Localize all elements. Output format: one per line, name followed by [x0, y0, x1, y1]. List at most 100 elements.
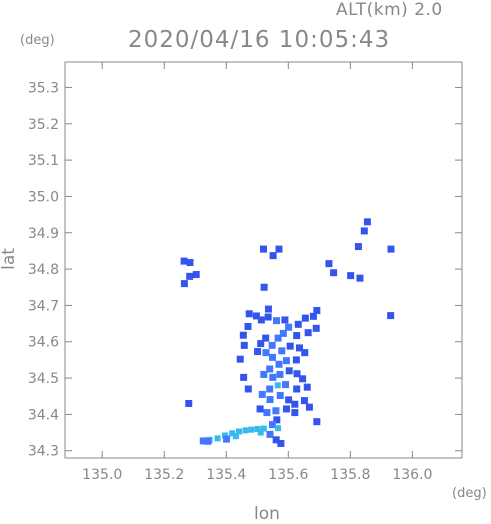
echo-point	[300, 397, 308, 405]
echo-point	[257, 429, 264, 436]
echo-point	[180, 257, 188, 265]
echo-point	[266, 365, 274, 373]
echo-point	[294, 320, 302, 328]
echo-point	[262, 349, 270, 357]
echo-point	[266, 430, 274, 438]
echo-point	[285, 396, 293, 404]
echo-point	[214, 435, 221, 442]
echo-point	[266, 385, 274, 393]
altitude-label: ALT(km) 2.0	[336, 0, 443, 20]
echo-point	[268, 353, 276, 361]
axis-ticks: 135.0 135.2 135.4 135.6 135.8 136.0 34.3 34.4 34…	[28, 62, 462, 483]
echo-point	[266, 396, 274, 404]
echo-point	[291, 409, 299, 417]
y-tick-label: 35.2	[28, 117, 59, 133]
echo-point	[309, 312, 317, 320]
echo-point	[285, 367, 293, 375]
echo-point	[192, 271, 200, 279]
echo-point	[282, 357, 290, 365]
echo-point	[303, 383, 311, 391]
echo-point	[232, 433, 239, 440]
y-tick-label: 34.4	[28, 407, 59, 423]
y-tick-label: 34.3	[28, 444, 59, 460]
x-unit-label: (deg)	[452, 486, 487, 501]
echo-point	[268, 341, 276, 349]
x-tick-label: 135.8	[330, 467, 370, 483]
echo-point	[278, 347, 286, 355]
echo-point	[260, 370, 268, 378]
echo-point	[276, 392, 284, 400]
echo-point	[301, 314, 309, 322]
echo-point	[273, 317, 281, 325]
echo-point	[240, 341, 248, 349]
y-tick-label: 34.6	[28, 335, 59, 351]
y-tick-label: 34.5	[28, 371, 59, 387]
echo-point	[223, 435, 231, 443]
echo-point	[186, 259, 194, 267]
echo-point	[325, 260, 333, 268]
y-tick-label: 34.7	[28, 298, 59, 314]
y-unit-label: (deg)	[20, 33, 55, 48]
echo-point	[269, 373, 277, 381]
echo-point	[291, 400, 299, 408]
echo-point	[256, 405, 264, 413]
y-tick-label: 35.0	[28, 189, 59, 205]
echo-point	[330, 269, 338, 277]
echo-point	[387, 245, 395, 253]
echo-point	[258, 390, 266, 398]
echo-point	[229, 430, 236, 437]
echo-point	[252, 312, 260, 320]
y-tick-label: 35.3	[28, 80, 59, 96]
echo-point	[242, 427, 249, 434]
echo-point	[263, 409, 271, 417]
x-tick-label: 135.4	[206, 467, 246, 483]
echo-point	[277, 439, 285, 447]
echo-point	[272, 407, 280, 415]
echo-point	[262, 334, 270, 342]
echo-point	[301, 349, 309, 357]
x-tick-label: 135.0	[82, 467, 122, 483]
echo-point	[279, 329, 287, 337]
echo-point	[360, 227, 368, 235]
echo-point	[354, 243, 362, 251]
echo-point	[293, 385, 301, 393]
y-tick-label: 35.1	[28, 153, 59, 169]
echo-point	[292, 356, 300, 364]
echo-points	[180, 218, 395, 447]
echo-point	[186, 272, 194, 280]
echo-point	[269, 252, 277, 260]
echo-point	[282, 381, 290, 389]
echo-point	[260, 283, 268, 291]
echo-point	[313, 306, 321, 314]
x-axis-label: lon	[254, 504, 280, 524]
echo-point	[260, 425, 267, 432]
echo-point	[304, 329, 312, 337]
echo-point	[204, 437, 212, 445]
echo-point	[254, 425, 261, 432]
echo-point	[347, 272, 355, 280]
echo-point	[268, 421, 276, 429]
echo-point	[293, 370, 301, 378]
echo-point	[276, 370, 284, 378]
plot-frame	[64, 61, 463, 459]
echo-point	[312, 324, 320, 332]
x-tick-label: 135.6	[268, 467, 308, 483]
echo-point	[244, 322, 252, 330]
echo-point	[293, 332, 301, 340]
echo-point	[387, 312, 395, 320]
echo-point	[199, 437, 207, 445]
echo-point	[272, 436, 280, 444]
echo-point	[295, 344, 303, 352]
echo-point	[264, 305, 272, 313]
echo-point	[356, 274, 364, 282]
echo-point	[185, 400, 193, 408]
echo-point	[274, 334, 282, 342]
echo-point	[245, 310, 253, 318]
echo-point	[313, 418, 321, 426]
echo-point	[248, 426, 255, 433]
echo-point	[236, 355, 244, 363]
echo-point	[264, 313, 272, 321]
echo-point	[254, 348, 262, 356]
echo-point	[275, 360, 283, 368]
